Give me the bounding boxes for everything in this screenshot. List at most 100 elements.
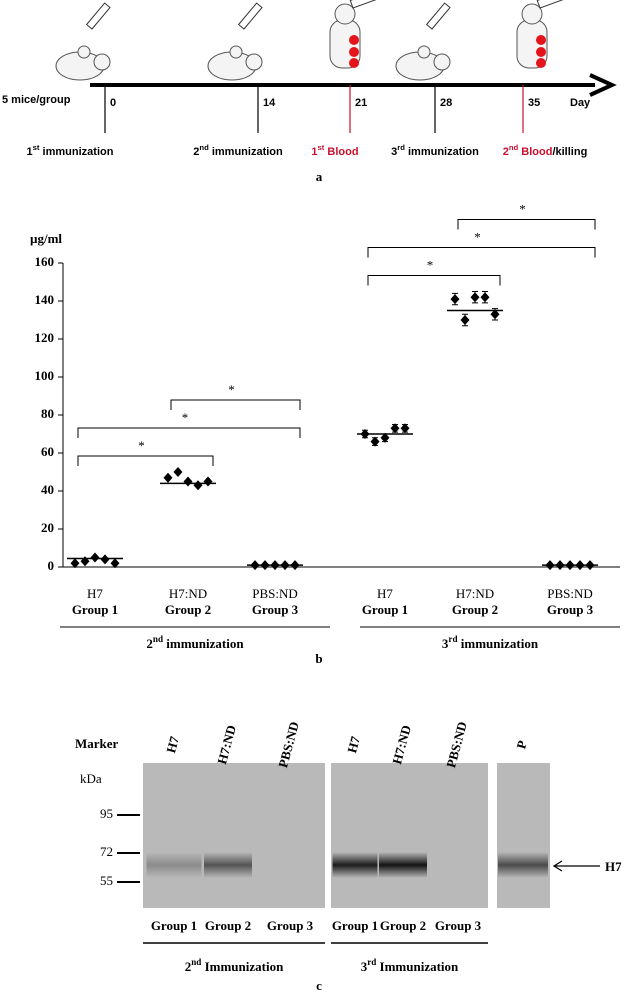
text-segment: 2 (193, 146, 199, 158)
unit-label: kDa (80, 771, 102, 786)
text-segment: 3 (391, 146, 397, 158)
category-label: H7 (377, 586, 393, 601)
y-tick-label: 0 (48, 558, 55, 573)
target-arrow (552, 860, 600, 872)
category-label: PBS:ND (252, 586, 298, 601)
event-label: 3rd immunization (391, 143, 479, 158)
text-segment: st (33, 143, 40, 152)
mouse-icon (207, 2, 263, 81)
day-label: 21 (355, 97, 367, 109)
day-label: 14 (263, 97, 276, 109)
category-group: Group 3 (547, 602, 594, 617)
data-point (490, 309, 500, 320)
data-point (390, 423, 400, 434)
text-segment: 2 (503, 146, 509, 158)
significance-label: * (228, 382, 235, 397)
y-tick-label: 20 (41, 520, 54, 535)
text-segment: nd (191, 957, 201, 967)
data-point (480, 292, 490, 303)
data-point (183, 476, 193, 487)
y-tick-label: 60 (41, 444, 54, 459)
marker-label: 72 (100, 844, 113, 859)
significance-bracket (170, 399, 301, 410)
data-point (110, 558, 120, 569)
mouse-ear (229, 45, 243, 59)
text-segment: st (318, 143, 325, 152)
mouse-icon (395, 2, 451, 81)
lane-label: PBS:ND (443, 720, 470, 769)
blood-drop (536, 47, 546, 57)
group-label: 5 mice/group (2, 94, 71, 106)
y-tick-label: 80 (41, 406, 54, 421)
text-segment: immunization (458, 636, 539, 651)
protein-band (146, 852, 202, 878)
text-segment: rd (448, 634, 457, 644)
syringe (425, 2, 451, 30)
significance-bracket (367, 247, 596, 258)
text-segment: immunization (40, 146, 114, 158)
text-segment: rd (397, 143, 405, 152)
blood-drop (536, 58, 546, 68)
lane-label: H7 (344, 734, 363, 754)
text-segment: rd (367, 957, 376, 967)
text-segment: nd (153, 634, 163, 644)
group-label: Group 1 (332, 918, 378, 933)
text-segment: /killing (552, 146, 587, 158)
mouse-head (93, 53, 111, 71)
significance-bracket (77, 455, 214, 466)
syringe (349, 0, 384, 9)
text-segment: Immunization (376, 959, 459, 974)
lane-label: H7:ND (389, 723, 414, 765)
event-label: 1st Blood (311, 143, 358, 158)
marker-label: 55 (100, 873, 113, 888)
text-segment: Immunization (201, 959, 284, 974)
mouse-ear (77, 45, 91, 59)
text-segment: 2 (185, 959, 192, 974)
category-label: H7 (87, 586, 103, 601)
data-point (380, 432, 390, 443)
text-segment: 1 (311, 146, 317, 158)
day-label: 28 (440, 97, 452, 109)
text-segment: immunization (163, 636, 244, 651)
lane-label: PBS:ND (275, 720, 302, 769)
data-point (460, 315, 470, 325)
text-segment: immunization (405, 146, 479, 158)
blood-drop (536, 35, 546, 45)
significance-label: * (427, 257, 434, 272)
blood-drop (349, 47, 359, 57)
syringe (237, 2, 263, 30)
lane-label: H7:ND (214, 723, 239, 765)
mouse-head (433, 53, 451, 71)
text-segment: nd (509, 143, 519, 152)
y-tick-label: 40 (41, 482, 54, 497)
significance-label: * (519, 201, 526, 216)
text-segment: 2 (146, 636, 153, 651)
category-label: H7:ND (169, 586, 207, 601)
panel-label: c (316, 978, 322, 993)
data-point (163, 472, 173, 483)
lane-label: H7 (163, 734, 182, 754)
section-label: 3rd immunization (442, 634, 539, 651)
significance-bracket (77, 427, 301, 438)
y-tick-label: 140 (35, 292, 55, 307)
syringe (85, 2, 111, 30)
y-axis-label: µg/ml (30, 231, 62, 246)
category-group: Group 1 (362, 602, 408, 617)
category-group: Group 1 (72, 602, 118, 617)
y-tick-label: 100 (35, 368, 55, 383)
significance-bracket (457, 219, 596, 230)
axis-unit: Day (570, 97, 591, 109)
mouse-head (334, 3, 356, 25)
section-label: 2nd immunization (146, 634, 244, 651)
text-segment: 3 (361, 959, 368, 974)
y-tick-label: 160 (35, 254, 55, 269)
panel-c: Marker kDa H7 H7:ND PBS:ND H7 H7:ND PBS:ND P 95 72… (75, 720, 622, 993)
mouse-icon (329, 0, 384, 69)
protein-band (204, 852, 252, 878)
day-label: 0 (110, 97, 116, 109)
significance-bracket (367, 275, 501, 286)
category-label: H7:ND (456, 586, 494, 601)
mouse-head (245, 53, 263, 71)
